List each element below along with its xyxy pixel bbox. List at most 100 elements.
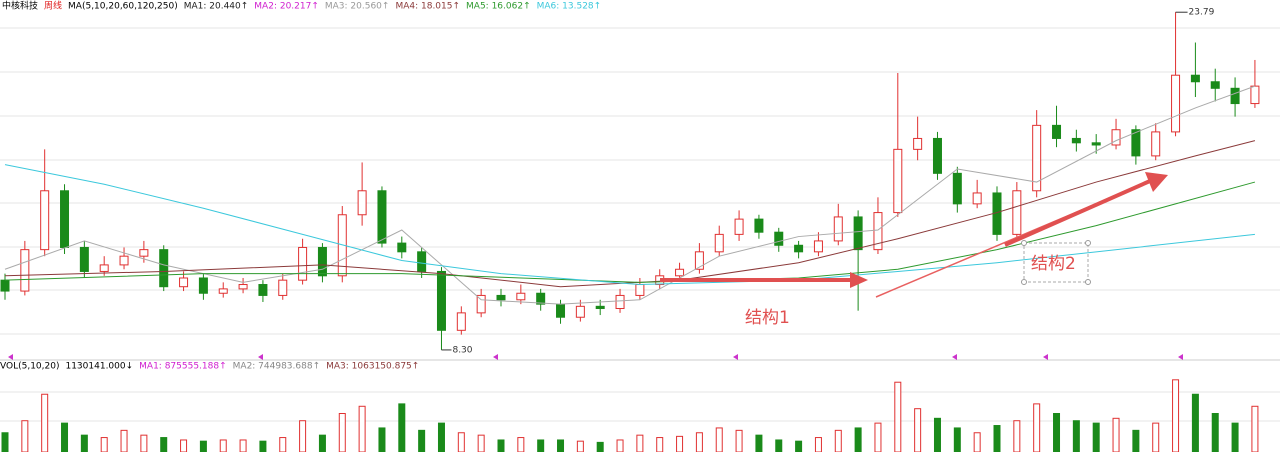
legend-text: 中核科技 [2,0,38,12]
candle-body [853,216,863,251]
ma-line [4,181,1256,283]
arrow-line [1004,179,1151,247]
marker [733,354,738,360]
volume-bar [616,439,624,453]
ma-line [4,140,1256,288]
legend-text: 1130141.000↓ [65,362,133,372]
volume-bar [61,422,69,453]
volume-bar [140,434,148,453]
candle-body [60,190,70,248]
volume-bar [636,434,644,453]
volume-bar [1132,429,1140,453]
candle-body [496,294,506,301]
volume-bar [180,439,188,453]
candle-body [79,246,89,272]
legend-text: MA2: 744983.688↑ [233,362,320,372]
candle-body [1052,124,1062,139]
legend-text: MA3: 1063150.875↑ [326,362,419,372]
handle [1085,279,1091,285]
candle-body [932,137,942,174]
volume-bar [576,440,584,453]
volume-bar [656,437,664,453]
candle-body [794,244,804,253]
candle-body [675,268,685,277]
legend-text: 周线 [44,0,62,12]
handle [1085,240,1091,246]
candle-body [774,231,784,246]
volume-bar [1,432,9,453]
volume-bar [973,432,981,453]
volume-bar [1211,413,1219,453]
candle-body [952,172,962,205]
candle-body [119,255,129,266]
candle-body [436,270,446,331]
volume-bar [1013,420,1021,453]
legend-text: MA1: 20.440↑ [184,2,249,12]
marker [1178,354,1183,360]
volume-bar [100,437,108,453]
grid [0,27,1280,422]
candle-body [298,246,308,281]
volume-bar [1152,422,1160,453]
marker [1043,354,1048,360]
candle-body [972,192,982,205]
candle-body [1151,131,1161,157]
arrow-head [850,272,868,288]
candle-body [198,277,208,294]
candle-body [218,288,228,294]
volume-bar [318,434,326,453]
candle-body [377,190,387,244]
candle-body [833,216,843,242]
volume-bar [1092,422,1100,453]
ma-line [4,164,1255,286]
candle-body [317,246,327,277]
volume-bar [676,435,684,453]
candle-body [1131,129,1141,157]
candle-body [595,305,605,310]
candle-body [536,292,546,305]
candle-body [1210,81,1220,89]
volume-bar [755,434,763,453]
legend-text: MA2: 20.217↑ [254,2,319,12]
candle-body [278,279,288,296]
candle-body [1171,74,1181,133]
candle-body [1091,142,1101,146]
volume-bar [854,427,862,453]
candle-body [1190,74,1200,83]
volume-bar [457,432,465,453]
legend-text: MA6: 13.528↑ [537,2,602,12]
volume-bar [497,439,505,453]
candle-body [417,251,427,272]
volume-bar [834,429,842,453]
volume-bar [239,439,247,453]
volume-bar [41,393,49,453]
volume-bar [735,429,743,453]
candle-body [714,233,724,253]
volume-bar [715,427,723,453]
volume-bar [517,437,525,453]
candle-body [1012,190,1022,235]
volume-bar [398,403,406,453]
candle-body [893,148,903,214]
candle-body [20,249,30,292]
volume-bar [874,422,882,453]
candle-body [1071,137,1081,144]
volume-bar [775,439,783,453]
candle-body [556,303,566,318]
volume-bar [894,381,902,453]
candle-body [258,284,268,296]
volume-bar [299,420,307,453]
candle-body [873,212,883,251]
candle-body [397,242,407,253]
high-label: 23.79 [1189,8,1215,18]
volume-bar [160,437,168,453]
volume-bar [814,437,822,453]
volume-bar [437,422,445,453]
marker [258,354,263,360]
ma-line [4,85,1256,305]
data-layer: 中核科技 周线 MA(5,10,20,60,120,250) MA1: 20.440↑… [0,0,1260,453]
legend-text: MA5: 16.062↑ [466,2,531,12]
candle-body [0,279,10,292]
candle-body [913,137,923,150]
volume-bar [80,434,88,453]
